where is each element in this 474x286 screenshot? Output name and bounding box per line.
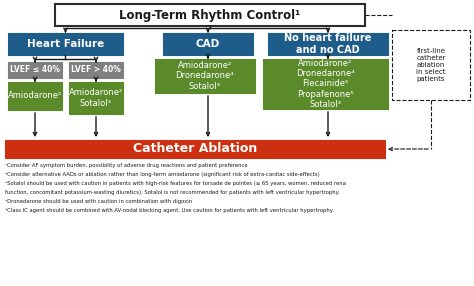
Text: first-line
catheter
ablation
in select
patients: first-line catheter ablation in select p… bbox=[416, 48, 446, 82]
Text: LVEF > 40%: LVEF > 40% bbox=[71, 65, 121, 74]
Text: Heart Failure: Heart Failure bbox=[27, 39, 104, 49]
Text: No heart failure
and no CAD: No heart failure and no CAD bbox=[284, 33, 372, 55]
Text: ³Sotalol should be used with caution in patients with high-risk features for tor: ³Sotalol should be used with caution in … bbox=[5, 181, 346, 186]
FancyBboxPatch shape bbox=[155, 59, 255, 93]
FancyBboxPatch shape bbox=[268, 33, 388, 55]
Text: Amiodarone²
Dronedarone⁴
Sotalol³: Amiodarone² Dronedarone⁴ Sotalol³ bbox=[176, 61, 234, 91]
Text: ⁵Class IC agent should be combined with AV-nodal blocking agent. Use caution for: ⁵Class IC agent should be combined with … bbox=[5, 208, 334, 213]
FancyBboxPatch shape bbox=[8, 33, 123, 55]
Text: Amiodarone²: Amiodarone² bbox=[8, 92, 62, 100]
FancyBboxPatch shape bbox=[69, 62, 123, 78]
Text: ²Consider alternative AADs or ablation rather than long-term amiodarone (signifi: ²Consider alternative AADs or ablation r… bbox=[5, 172, 320, 177]
FancyBboxPatch shape bbox=[8, 62, 62, 78]
FancyBboxPatch shape bbox=[8, 82, 62, 110]
Text: ¹Consider AF symptom burden, possibility of adverse drug reactions and patient p: ¹Consider AF symptom burden, possibility… bbox=[5, 163, 247, 168]
Text: function, concomitant potassium-wasting diuretics). Sotalol is not recommended f: function, concomitant potassium-wasting … bbox=[5, 190, 340, 195]
FancyBboxPatch shape bbox=[263, 59, 388, 109]
Text: CAD: CAD bbox=[196, 39, 220, 49]
Text: ⁴Dronedarone should be used with caution in combination with digoxin: ⁴Dronedarone should be used with caution… bbox=[5, 199, 192, 204]
Text: Catheter Ablation: Catheter Ablation bbox=[133, 142, 257, 156]
FancyBboxPatch shape bbox=[5, 140, 385, 158]
FancyBboxPatch shape bbox=[55, 4, 365, 26]
Text: Amiodarone²
Dronedarone⁴
Flecainide⁵
Propafenone⁵
Sotalol³: Amiodarone² Dronedarone⁴ Flecainide⁵ Pro… bbox=[296, 59, 355, 109]
Text: LVEF ≤ 40%: LVEF ≤ 40% bbox=[10, 65, 60, 74]
FancyBboxPatch shape bbox=[163, 33, 253, 55]
Text: Amiodarone²
Sotalol³: Amiodarone² Sotalol³ bbox=[69, 88, 123, 108]
Text: Long-Term Rhythm Control¹: Long-Term Rhythm Control¹ bbox=[119, 9, 301, 21]
FancyBboxPatch shape bbox=[392, 30, 470, 100]
FancyBboxPatch shape bbox=[69, 82, 123, 114]
